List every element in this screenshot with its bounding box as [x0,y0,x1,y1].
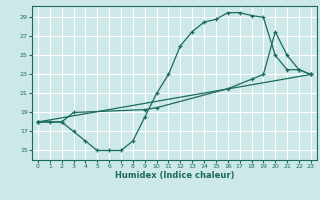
X-axis label: Humidex (Indice chaleur): Humidex (Indice chaleur) [115,171,234,180]
